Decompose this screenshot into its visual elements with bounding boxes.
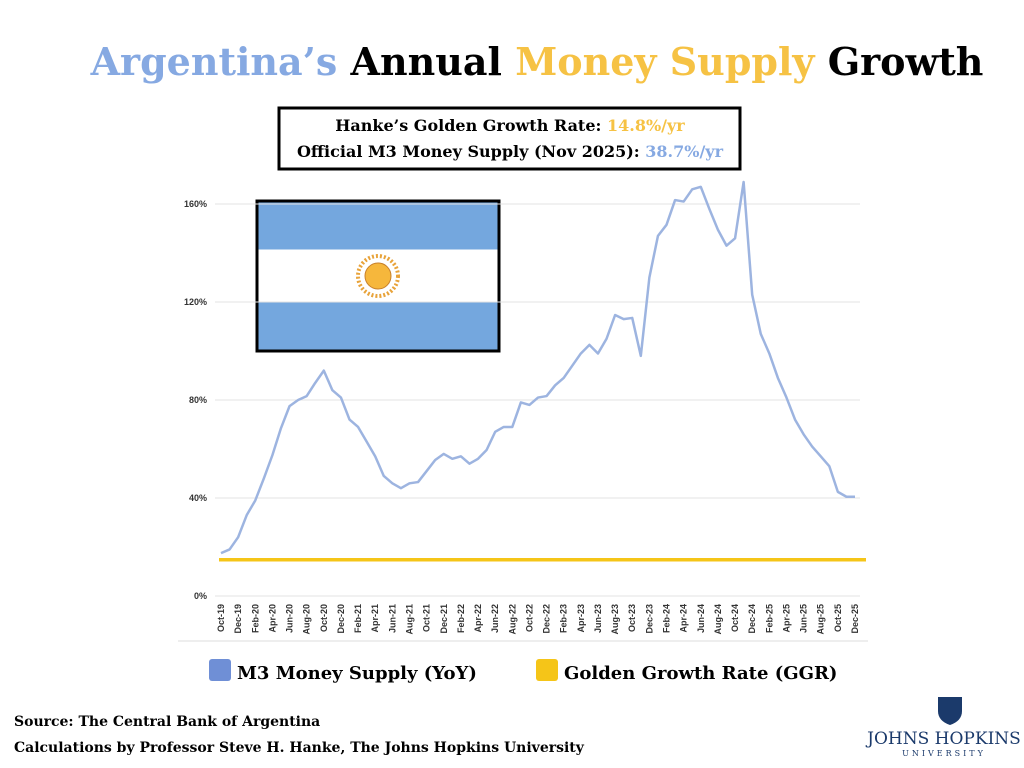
x-tick-label: Feb-20 bbox=[250, 604, 260, 633]
logo-sub: UNIVERSITY bbox=[902, 749, 986, 758]
x-tick-label: Feb-22 bbox=[456, 604, 466, 633]
x-tick-label: Dec-20 bbox=[336, 604, 346, 634]
x-tick-label: Apr-23 bbox=[576, 604, 586, 633]
y-tick-label: 120% bbox=[184, 297, 207, 307]
x-tick-label: Dec-25 bbox=[850, 604, 860, 634]
x-tick-label: Oct-22 bbox=[524, 604, 534, 632]
x-tick-label: Aug-25 bbox=[816, 604, 826, 635]
x-tick-label: Jun-22 bbox=[490, 604, 500, 633]
x-tick-label: Aug-23 bbox=[610, 604, 620, 635]
source: Source: The Central Bank of Argentina bbox=[14, 714, 320, 730]
x-tick-label: Aug-21 bbox=[404, 604, 414, 635]
legend-label: Golden Growth Rate (GGR) bbox=[564, 663, 837, 684]
x-tick-label: Apr-25 bbox=[781, 604, 791, 633]
y-tick-label: 80% bbox=[189, 395, 207, 405]
x-tick-label: Dec-21 bbox=[439, 604, 449, 634]
chart-title: Argentina’s Annual Money Supply Growth bbox=[90, 39, 984, 84]
x-tick-label: Jun-24 bbox=[696, 604, 706, 633]
annotation-part: 38.7%/yr bbox=[645, 142, 723, 161]
x-tick-label: Dec-22 bbox=[542, 604, 552, 634]
x-tick-label: Jun-20 bbox=[285, 604, 295, 633]
credit: Calculations by Professor Steve H. Hanke… bbox=[14, 740, 585, 756]
x-tick-label: Dec-19 bbox=[233, 604, 243, 634]
annotation-box bbox=[277, 106, 742, 171]
title-part: Annual bbox=[350, 39, 502, 84]
x-tick-label: Apr-21 bbox=[370, 604, 380, 633]
x-tick-label: Apr-24 bbox=[679, 604, 689, 633]
y-tick-label: 0% bbox=[194, 591, 207, 601]
x-tick-label: Aug-20 bbox=[302, 604, 312, 635]
x-tick-label: Jun-23 bbox=[593, 604, 603, 633]
x-tick-label: Oct-21 bbox=[422, 604, 432, 632]
annotation-part: 14.8%/yr bbox=[607, 116, 685, 135]
jhu-logo: JOHNS HOPKINS UNIVERSITY bbox=[865, 697, 1021, 758]
legend-label: M3 Money Supply (YoY) bbox=[237, 663, 477, 684]
title-part: Argentina’s bbox=[90, 39, 338, 84]
x-tick-label: Aug-22 bbox=[507, 604, 517, 635]
x-tick-label: Feb-24 bbox=[662, 604, 672, 633]
x-tick-label: Feb-25 bbox=[764, 604, 774, 633]
x-tick-label: Feb-23 bbox=[559, 604, 569, 633]
annotation-part: Official M3 Money Supply (Nov 2025): bbox=[297, 142, 645, 161]
x-tick-label: Jun-21 bbox=[387, 604, 397, 633]
x-tick-label: Dec-23 bbox=[644, 604, 654, 634]
annotation-line: Official M3 Money Supply (Nov 2025): 38.… bbox=[297, 142, 724, 161]
x-tick-label: Oct-19 bbox=[216, 604, 226, 632]
x-tick-label: Oct-25 bbox=[833, 604, 843, 632]
x-tick-label: Oct-24 bbox=[730, 604, 740, 632]
y-tick-label: 160% bbox=[184, 199, 207, 209]
annotation-line: Hanke’s Golden Growth Rate: 14.8%/yr bbox=[335, 116, 685, 135]
x-tick-label: Oct-23 bbox=[627, 604, 637, 632]
x-tick-label: Feb-21 bbox=[353, 604, 363, 633]
x-tick-label: Apr-20 bbox=[267, 604, 277, 633]
x-tick-label: Jun-25 bbox=[799, 604, 809, 633]
series-line bbox=[220, 180, 855, 555]
x-tick-label: Dec-24 bbox=[747, 604, 757, 634]
legend-swatch bbox=[536, 659, 558, 681]
y-tick-label: 40% bbox=[189, 493, 207, 503]
logo-name: JOHNS HOPKINS bbox=[865, 729, 1021, 749]
x-tick-label: Oct-20 bbox=[319, 604, 329, 632]
x-tick-label: Apr-22 bbox=[473, 604, 483, 633]
title-part: Money Supply bbox=[515, 39, 815, 84]
x-tick-label: Aug-24 bbox=[713, 604, 723, 635]
legend-swatch bbox=[209, 659, 231, 681]
title-part: Growth bbox=[828, 39, 984, 84]
argentina-flag bbox=[255, 199, 501, 353]
annotation-part: Hanke’s Golden Growth Rate: bbox=[335, 116, 607, 135]
